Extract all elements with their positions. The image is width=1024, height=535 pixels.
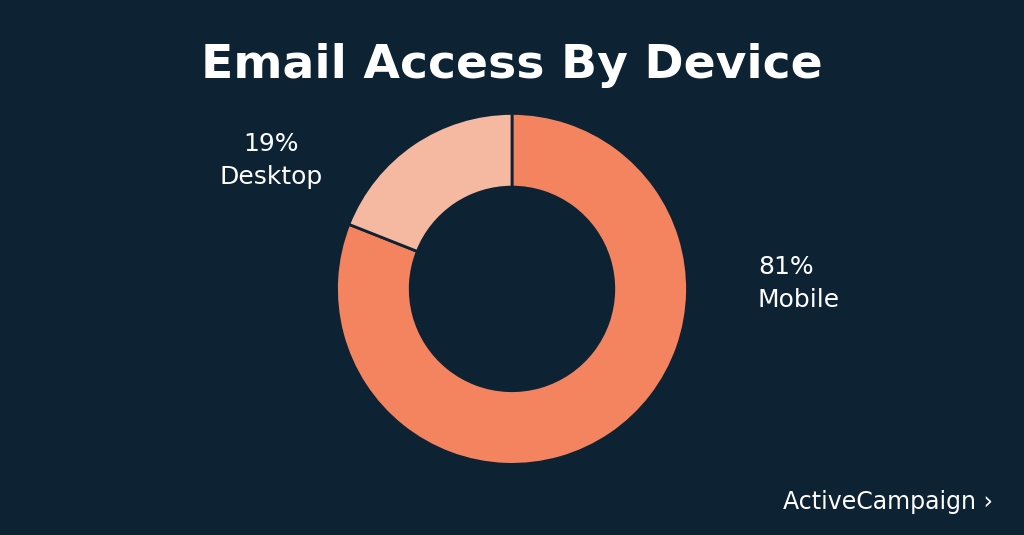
Text: 81%
Mobile: 81% Mobile [758, 255, 840, 312]
Wedge shape [337, 113, 687, 464]
Text: Email Access By Device: Email Access By Device [201, 43, 823, 88]
Text: ActiveCampaign ›: ActiveCampaign › [783, 490, 993, 514]
Text: 19%
Desktop: 19% Desktop [220, 132, 323, 189]
Wedge shape [349, 113, 512, 251]
